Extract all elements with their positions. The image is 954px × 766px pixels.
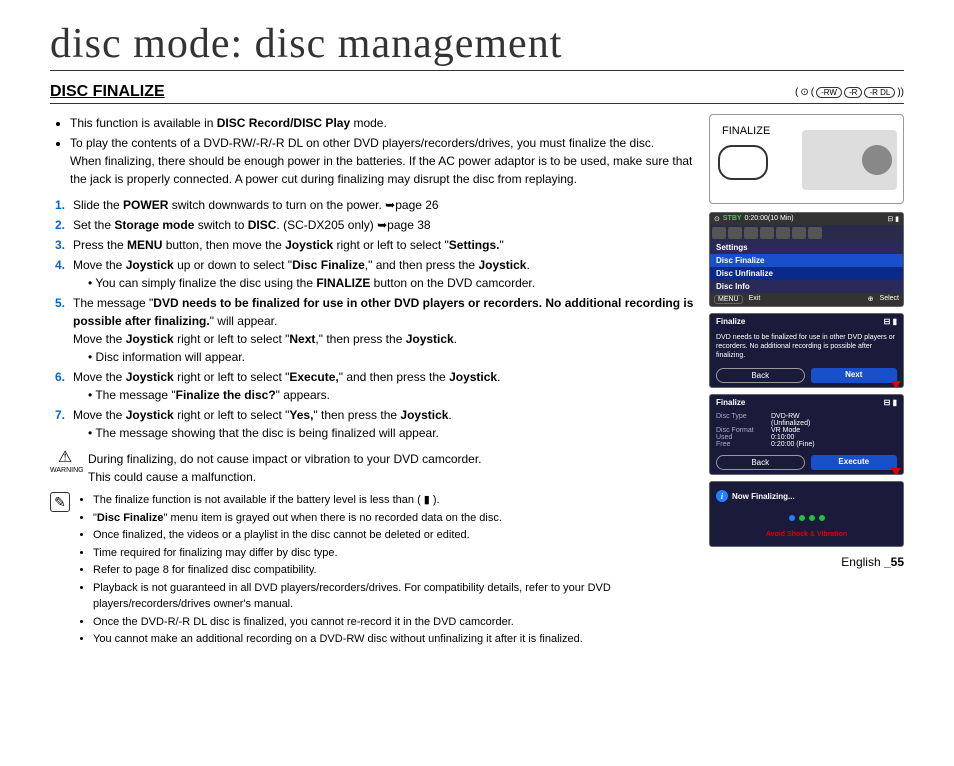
info-icon: i [716, 490, 728, 502]
info-row: Used0:10:00 [716, 434, 897, 441]
intro-item: This function is available in DISC Recor… [70, 114, 694, 132]
page-footer: English _55 [709, 555, 904, 569]
chapter-title: disc mode: disc management [50, 20, 904, 71]
step-item: 1.Slide the POWER switch downwards to tu… [55, 196, 694, 214]
screen2-message: DVD needs to be finalized for use in oth… [710, 329, 903, 364]
main-content: This function is available in DISC Recor… [50, 114, 694, 649]
screen3-title: Finalize⊟ ▮ [710, 395, 903, 410]
step-item: 5.The message "DVD needs to be finalized… [55, 294, 694, 366]
note-block: ✎ The finalize function is not available… [50, 492, 694, 649]
step-item: 2.Set the Storage mode switch to DISC. (… [55, 216, 694, 234]
screen-confirm: Finalize⊟ ▮ DVD needs to be finalized fo… [709, 313, 904, 388]
screen2-title: Finalize⊟ ▮ [710, 314, 903, 329]
screen-finalizing: i Now Finalizing... Avoid Shock & Vibrat… [709, 481, 904, 547]
menu-disc-unfinalize[interactable]: Disc Unfinalize [710, 267, 903, 280]
warning-icon: ⚠ WARNING [50, 450, 80, 477]
note-item: Refer to page 8 for finalized disc compa… [93, 562, 694, 579]
camera-body [802, 130, 897, 190]
info-row: (Unfinalized) [716, 420, 897, 427]
disc-info-grid: Disc TypeDVD-RW(Unfinalized)Disc FormatV… [710, 410, 903, 451]
intro-list: This function is available in DISC Recor… [70, 114, 694, 188]
disc-type-badges: (⊙(-RW -R -R DL)) [795, 87, 904, 98]
note-item: The finalize function is not available i… [93, 492, 694, 509]
info-row: Disc FormatVR Mode [716, 427, 897, 434]
figures-column: FINALIZE ⊙STBY0:20:00(10 Min)⊟ ▮ Setting… [709, 114, 904, 649]
section-title: DISC FINALIZE [50, 83, 165, 101]
screen-status-bar: ⊙STBY0:20:00(10 Min)⊟ ▮ [710, 213, 903, 225]
menu-settings[interactable]: Settings [710, 241, 903, 254]
menu-disc-finalize[interactable]: Disc Finalize [710, 254, 903, 267]
finalize-label: FINALIZE [718, 123, 774, 139]
note-item: You cannot make an additional recording … [93, 631, 694, 648]
screen-tabs [710, 225, 903, 241]
info-row: Disc TypeDVD-RW [716, 413, 897, 420]
note-item: Once the DVD-R/-R DL disc is finalized, … [93, 614, 694, 631]
step-item: 3.Press the MENU button, then move the J… [55, 236, 694, 254]
steps-list: 1.Slide the POWER switch downwards to tu… [55, 196, 694, 442]
warning-text: During finalizing, do not cause impact o… [88, 450, 482, 486]
screen-disc-info: Finalize⊟ ▮ Disc TypeDVD-RW(Unfinalized)… [709, 394, 904, 475]
note-item: Once finalized, the videos or a playlist… [93, 527, 694, 544]
step-item: 6.Move the Joystick right or left to sel… [55, 368, 694, 404]
warning-block: ⚠ WARNING During finalizing, do not caus… [50, 450, 694, 486]
step-item: 4.Move the Joystick up or down to select… [55, 256, 694, 292]
note-item: Time required for finalizing may differ … [93, 545, 694, 562]
camera-lens [862, 145, 892, 175]
finalize-button-outline [718, 145, 768, 180]
note-list: The finalize function is not available i… [93, 492, 694, 649]
back-button[interactable]: Back [716, 455, 805, 470]
menu-disc-info[interactable]: Disc Info [710, 280, 903, 293]
note-icon: ✎ [50, 492, 70, 512]
note-item: "Disc Finalize" menu item is grayed out … [93, 510, 694, 527]
avoid-shock-text: Avoid Shock & Vibration [710, 527, 903, 546]
camera-figure: FINALIZE [709, 114, 904, 204]
execute-button[interactable]: Execute [811, 455, 898, 470]
next-button[interactable]: Next [811, 368, 898, 383]
step-item: 7.Move the Joystick right or left to sel… [55, 406, 694, 442]
note-item: Playback is not guaranteed in all DVD pl… [93, 580, 694, 613]
red-arrow-icon [891, 381, 901, 388]
now-finalizing: i Now Finalizing... [710, 482, 903, 510]
red-arrow-icon [891, 468, 901, 475]
screen-footer: MENU Exit ⊕ Select [710, 293, 903, 306]
progress-dots [710, 510, 903, 527]
info-row: Free0:20:00 (Fine) [716, 441, 897, 448]
back-button[interactable]: Back [716, 368, 805, 383]
screen-menu: ⊙STBY0:20:00(10 Min)⊟ ▮ Settings Disc Fi… [709, 212, 904, 307]
intro-item: To play the contents of a DVD-RW/-R/-R D… [70, 134, 694, 188]
section-header: DISC FINALIZE (⊙(-RW -R -R DL)) [50, 83, 904, 104]
